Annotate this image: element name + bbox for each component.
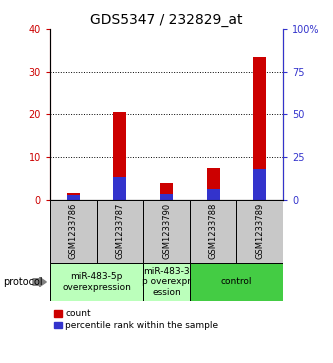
Bar [190, 263, 283, 301]
Bar [236, 200, 283, 263]
Legend: count, percentile rank within the sample: count, percentile rank within the sample [55, 309, 218, 330]
Text: protocol: protocol [3, 277, 43, 287]
Text: GSM1233787: GSM1233787 [115, 203, 125, 259]
Bar [113, 178, 127, 200]
Text: miR-483-5p
overexpression: miR-483-5p overexpression [62, 272, 131, 292]
Bar [143, 200, 190, 263]
Bar [253, 57, 266, 200]
Bar [160, 183, 173, 200]
Bar [206, 188, 220, 200]
Bar [50, 263, 143, 301]
Text: GSM1233790: GSM1233790 [162, 203, 171, 259]
Title: GDS5347 / 232829_at: GDS5347 / 232829_at [90, 13, 243, 26]
Bar [50, 200, 97, 263]
Bar [253, 169, 266, 200]
Text: GSM1233786: GSM1233786 [69, 203, 78, 259]
Text: GSM1233789: GSM1233789 [255, 203, 264, 259]
Bar [190, 200, 236, 263]
Bar [160, 194, 173, 200]
Bar [206, 168, 220, 200]
Text: control: control [221, 277, 252, 286]
Bar [67, 195, 80, 200]
Text: GSM1233788: GSM1233788 [208, 203, 218, 259]
Bar [67, 193, 80, 200]
Text: miR-483-3
p overexpr
ession: miR-483-3 p overexpr ession [142, 267, 191, 297]
Bar [97, 200, 143, 263]
Bar [113, 112, 127, 200]
Bar [143, 263, 190, 301]
